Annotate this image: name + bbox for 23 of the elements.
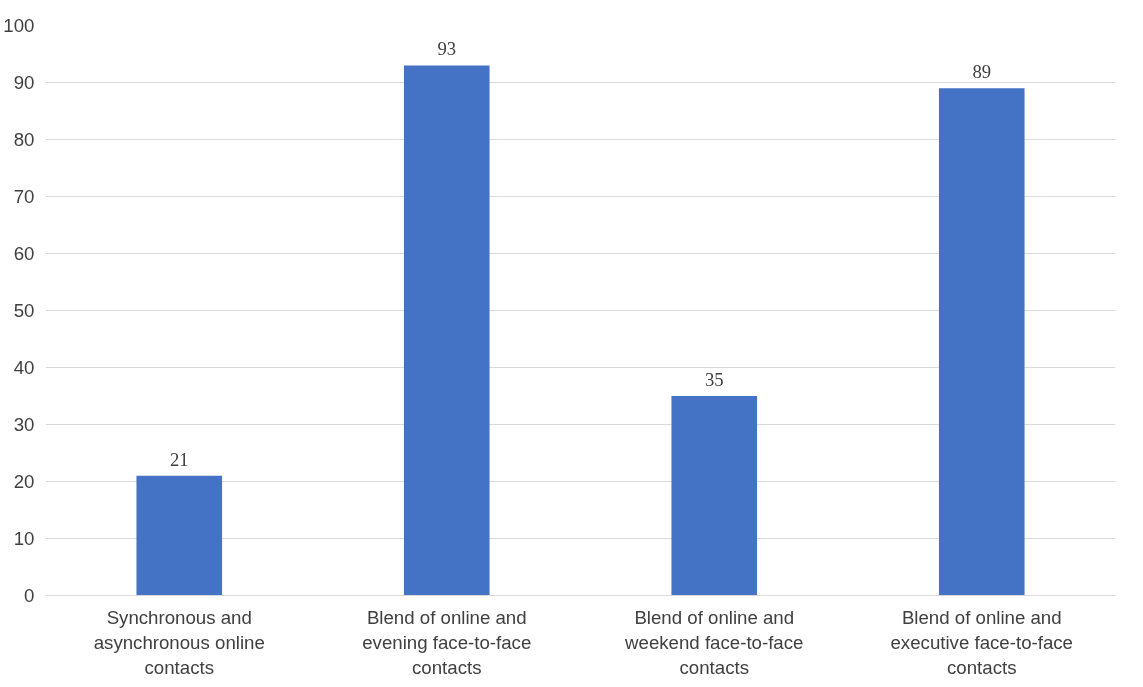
bar bbox=[671, 396, 758, 596]
y-tick-label: 60 bbox=[13, 243, 35, 264]
data-label: 35 bbox=[704, 369, 724, 390]
x-tick-label: Synchronous and asynchronous online contacts bbox=[93, 606, 265, 678]
bar bbox=[938, 88, 1025, 596]
x-tick-label: Blend of online and weekend face-to-face contacts bbox=[624, 606, 804, 678]
bar bbox=[136, 475, 223, 596]
y-tick-label: 20 bbox=[13, 471, 35, 492]
y-tick-label: 30 bbox=[13, 414, 35, 435]
y-tick-label: 90 bbox=[13, 72, 35, 93]
y-tick-label: 70 bbox=[13, 186, 35, 207]
bar bbox=[403, 65, 490, 596]
y-tick-label: 0 bbox=[24, 585, 35, 606]
y-tick-label: 50 bbox=[13, 300, 35, 321]
data-label: 93 bbox=[437, 38, 457, 60]
y-tick-label: 100 bbox=[3, 15, 35, 36]
data-label: 89 bbox=[972, 61, 992, 83]
x-tick-label: Blend of online and executive face-to-face contacts bbox=[890, 606, 1074, 678]
data-label: 21 bbox=[169, 448, 189, 470]
x-tick-label: Blend of online and evening face-to-face contacts bbox=[362, 606, 532, 678]
y-tick-label: 40 bbox=[13, 357, 35, 378]
y-tick-label: 80 bbox=[13, 129, 35, 150]
y-tick-label: 10 bbox=[13, 528, 35, 549]
